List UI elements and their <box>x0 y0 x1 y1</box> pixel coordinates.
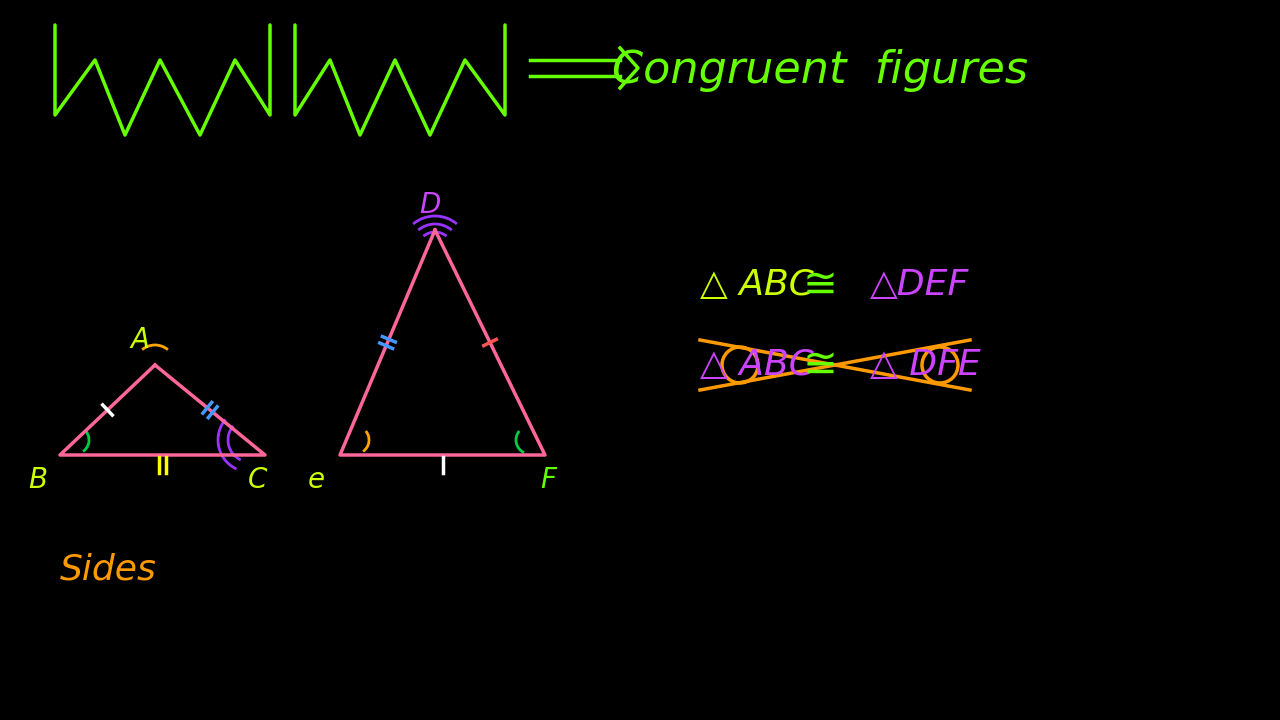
Text: △ ABC: △ ABC <box>700 348 814 382</box>
Text: e: e <box>307 466 325 494</box>
Text: Congruent  figures: Congruent figures <box>612 48 1028 91</box>
Text: Sides: Sides <box>60 553 157 587</box>
Text: F: F <box>540 466 556 494</box>
Text: △ DFE: △ DFE <box>870 348 980 382</box>
Text: D: D <box>420 191 440 219</box>
Text: C: C <box>248 466 268 494</box>
Text: ≅: ≅ <box>803 344 837 386</box>
Text: ≅: ≅ <box>803 264 837 306</box>
Text: A: A <box>131 326 150 354</box>
Text: B: B <box>28 466 47 494</box>
Text: △DEF: △DEF <box>870 268 969 302</box>
Text: △ ABC: △ ABC <box>700 268 814 302</box>
